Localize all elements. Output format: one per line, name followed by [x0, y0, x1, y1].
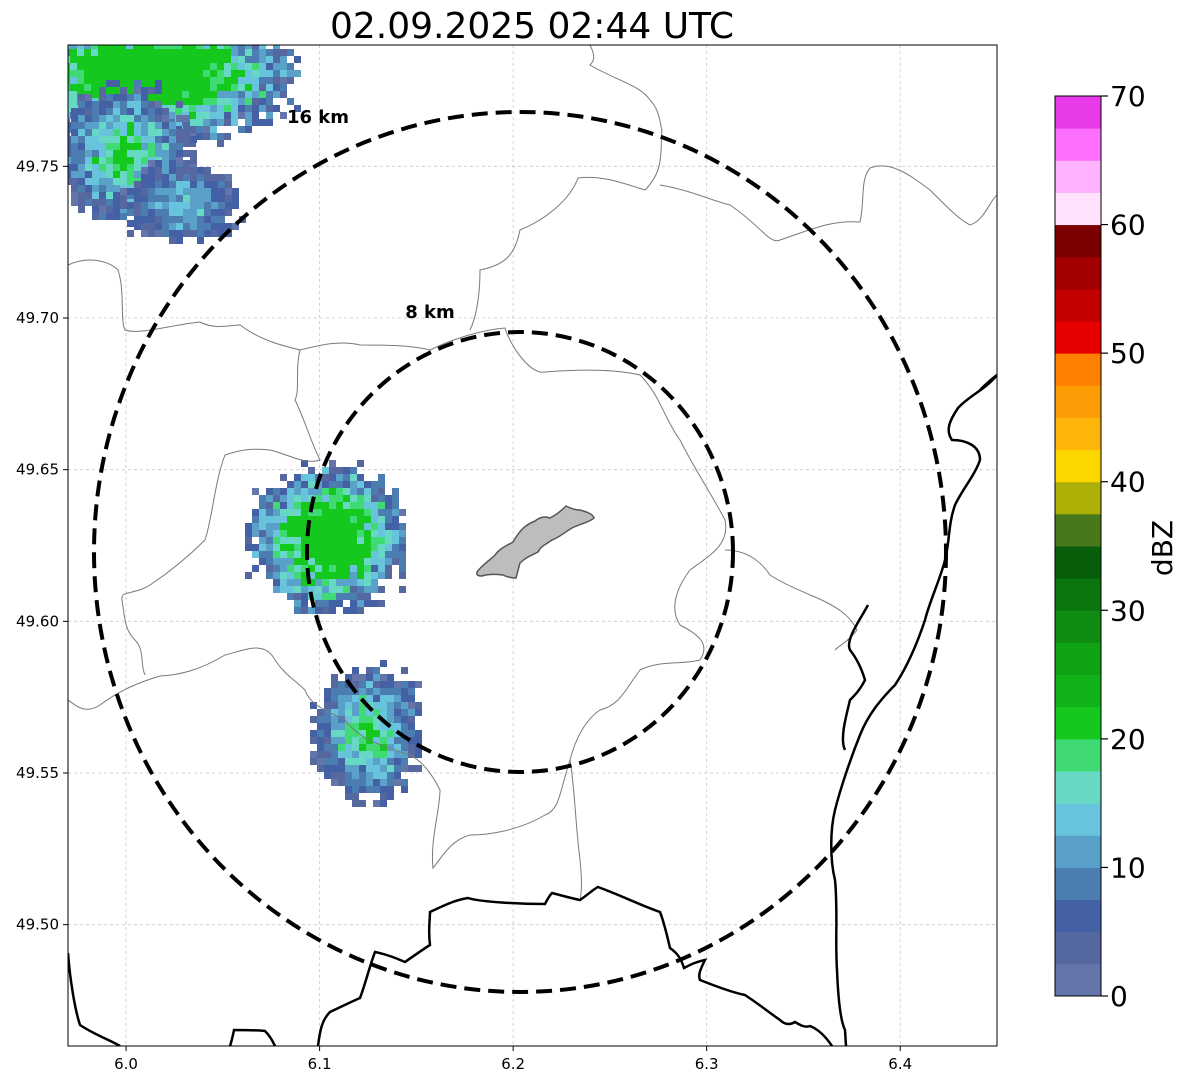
colorbar-bin: [1055, 513, 1101, 547]
map-title: 02.09.2025 02:44 UTC: [330, 6, 734, 47]
colorbar-bin: [1055, 417, 1101, 451]
range-ring-16km: [92, 110, 948, 994]
radar-echo-layer: [68, 45, 422, 807]
colorbar-tick-label: 50: [1110, 337, 1146, 370]
range-ring-8km: [305, 330, 735, 774]
y-tick-label: 49.75: [16, 157, 59, 175]
x-axis: 6.0 6.1 6.2 6.3 6.4: [114, 1046, 912, 1073]
colorbar-bin: [1055, 128, 1101, 161]
colorbar-tick-label: 10: [1110, 851, 1146, 884]
colorbar-tick-label: 60: [1110, 209, 1146, 242]
colorbar-bin: [1055, 578, 1101, 611]
y-tick-label: 49.55: [16, 764, 59, 782]
colorbar-bin: [1055, 771, 1101, 804]
colorbar-bin: [1055, 674, 1101, 708]
y-tick-label: 49.50: [16, 916, 59, 934]
x-tick-label: 6.2: [501, 1055, 525, 1073]
national-boundaries: [68, 373, 997, 1046]
colorbar-tick-label: 0: [1110, 980, 1128, 1013]
x-tick-label: 6.4: [888, 1055, 912, 1073]
colorbar-bin: [1055, 353, 1101, 386]
x-tick-label: 6.3: [695, 1055, 719, 1073]
colorbar-bin: [1055, 288, 1101, 322]
colorbar: 0 10 20 30 40 50 60 70 dBZ: [1054, 80, 1179, 1013]
colorbar-tick-label: 40: [1110, 466, 1146, 499]
colorbar-bin: [1055, 96, 1101, 129]
colorbar-bin: [1055, 449, 1101, 483]
colorbar-frame: [1054, 95, 1102, 997]
colorbar-tick-label: 20: [1110, 723, 1146, 756]
colorbar-bin: [1055, 931, 1101, 965]
colorbar-bins: [1055, 96, 1101, 997]
colorbar-bin: [1055, 642, 1101, 676]
colorbar-bin: [1055, 803, 1101, 836]
municipal-boundaries: [68, 45, 997, 901]
colorbar-bin: [1055, 160, 1101, 193]
colorbar-bin: [1055, 835, 1101, 868]
colorbar-bin: [1055, 256, 1101, 290]
colorbar-bin: [1055, 224, 1101, 258]
colorbar-bin: [1055, 706, 1101, 740]
colorbar-ticks: 0 10 20 30 40 50 60 70: [1101, 80, 1146, 1013]
y-tick-label: 49.65: [16, 461, 59, 479]
y-tick-label: 49.70: [16, 309, 59, 327]
y-tick-label: 49.60: [16, 612, 59, 630]
colorbar-bin: [1055, 867, 1101, 901]
echo-cell-northwest-fringe: [120, 160, 246, 244]
y-axis: 49.75 49.70 49.65 49.60 49.55 49.50: [16, 157, 68, 934]
radar-site-shape: [476, 505, 595, 579]
map-frame: [67, 44, 998, 1047]
echo-cell-west: [245, 460, 406, 614]
colorbar-tick-label: 30: [1110, 594, 1146, 627]
colorbar-bin: [1055, 546, 1101, 579]
colorbar-bin: [1055, 963, 1101, 997]
colorbar-bin: [1055, 385, 1101, 418]
ring-label-16km: 16 km: [287, 107, 349, 128]
x-tick-label: 6.0: [114, 1055, 138, 1073]
colorbar-label: dBZ: [1146, 520, 1179, 576]
colorbar-bin: [1055, 192, 1101, 226]
x-tick-label: 6.1: [308, 1055, 332, 1073]
ring-label-8km: 8 km: [405, 302, 455, 323]
colorbar-bin: [1055, 899, 1101, 933]
colorbar-bin: [1055, 610, 1101, 643]
colorbar-bin: [1055, 481, 1101, 515]
colorbar-bin: [1055, 738, 1101, 772]
colorbar-bin: [1055, 321, 1101, 354]
map-area: 8 km 16 km: [67, 44, 998, 1047]
colorbar-tick-label: 70: [1110, 80, 1146, 113]
